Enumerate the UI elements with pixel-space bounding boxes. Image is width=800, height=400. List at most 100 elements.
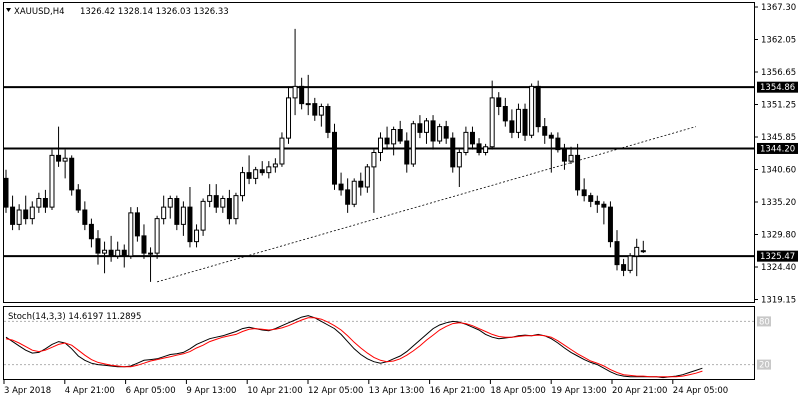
candle-body-bullish (305, 103, 311, 106)
candle (220, 195, 226, 213)
time-axis-label: 10 Apr 21:00 (247, 386, 302, 396)
candle (450, 132, 456, 173)
candle (174, 195, 180, 231)
candle (69, 155, 75, 196)
candle-body-bearish (88, 223, 94, 240)
candle (246, 155, 252, 185)
candle-body-bearish (3, 177, 9, 208)
candle (279, 132, 285, 167)
candle (56, 126, 62, 167)
candle-body-bearish (338, 183, 344, 191)
candle (430, 115, 436, 150)
candle-body-bearish (187, 206, 193, 243)
price-axis-label: 1356.65 (761, 68, 796, 78)
candle-body-bearish (640, 250, 646, 253)
candle-body-bullish (292, 85, 298, 99)
candle (509, 109, 515, 139)
candle-body-bearish (332, 131, 337, 185)
candle (371, 149, 377, 213)
candle (542, 118, 548, 144)
candle-body-bearish (246, 172, 252, 179)
stochastic-header: Stoch(14,3,3) 14.6197 11.2895 (8, 312, 141, 322)
candle-body-bullish (194, 229, 200, 243)
candle-body-bullish (318, 106, 324, 116)
stochastic-plot-frame (3, 306, 755, 380)
candle-body-bullish (463, 131, 469, 153)
price-axis-label: 1351.25 (761, 101, 796, 111)
candle (42, 189, 48, 213)
candle-body-bearish (476, 143, 482, 153)
candle-body-bearish (56, 154, 62, 162)
candle (75, 184, 81, 213)
candle-body-bullish (371, 152, 377, 168)
candle (167, 195, 173, 219)
candle-body-bullish (29, 206, 35, 220)
stochastic-axis-label: 80 (759, 317, 770, 327)
header-triangle-icon (6, 8, 11, 12)
candle (29, 201, 35, 225)
candle-body-bullish (102, 249, 108, 254)
candle (200, 198, 206, 236)
candle-body-bullish (272, 163, 278, 168)
price-axis-label: 1335.20 (761, 198, 796, 208)
candle (627, 253, 633, 274)
candle (634, 238, 640, 277)
level-label-text: 1325.47 (760, 252, 795, 262)
candle (476, 138, 482, 156)
candle (108, 235, 114, 262)
candle (194, 224, 200, 248)
candle (292, 28, 298, 116)
price-axis-label: 1324.40 (761, 263, 796, 273)
candle (325, 103, 331, 139)
candle-body-bearish (325, 106, 331, 133)
price-axis-label: 1319.15 (761, 296, 796, 306)
candle (358, 172, 364, 196)
candle-body-bearish (121, 249, 127, 257)
candle-body-bullish (220, 198, 226, 208)
candle (496, 92, 502, 116)
time-axis-label: 24 Apr 05:00 (673, 386, 728, 396)
candle (305, 74, 311, 116)
candle (121, 244, 127, 268)
candle-body-bearish (430, 120, 436, 142)
candle-body-bullish (154, 218, 160, 254)
candle-body-bearish (42, 198, 48, 208)
candle (561, 143, 567, 170)
time-axis-label: 16 Apr 21:00 (430, 386, 485, 396)
time-axis-label: 13 Apr 13:00 (369, 386, 424, 396)
candle-body-bearish (522, 108, 528, 136)
level-label-text: 1354.86 (760, 83, 795, 93)
candle-body-bullish (240, 172, 246, 197)
candle (581, 178, 587, 202)
candle (36, 192, 42, 213)
candle (259, 161, 265, 176)
candle (240, 166, 246, 202)
candle (10, 195, 16, 231)
main-plot-area (3, 28, 754, 283)
candle-body-bearish (509, 120, 515, 133)
candle (607, 201, 613, 248)
candle-body-bullish (456, 152, 462, 168)
candle (82, 201, 88, 231)
candle-body-bearish (621, 264, 627, 271)
candle-body-bearish (502, 106, 508, 122)
candle (161, 195, 167, 225)
candle (253, 166, 259, 185)
candle (226, 189, 232, 225)
candle-body-bearish (443, 126, 449, 139)
candle-body-bullish (161, 206, 167, 220)
candle-body-bearish (10, 206, 16, 225)
candle-body-bullish (36, 198, 42, 208)
candle-body-bearish (594, 200, 600, 205)
candle-body-bullish (200, 200, 206, 231)
candle (345, 178, 351, 213)
candle-body-bullish (391, 129, 397, 145)
candle (535, 80, 541, 133)
candle (515, 103, 521, 139)
candle (187, 187, 193, 248)
candle-body-bearish (358, 180, 364, 188)
candle-body-bearish (614, 241, 620, 266)
candle-body-bearish (69, 157, 75, 191)
level-label-box (757, 81, 798, 93)
